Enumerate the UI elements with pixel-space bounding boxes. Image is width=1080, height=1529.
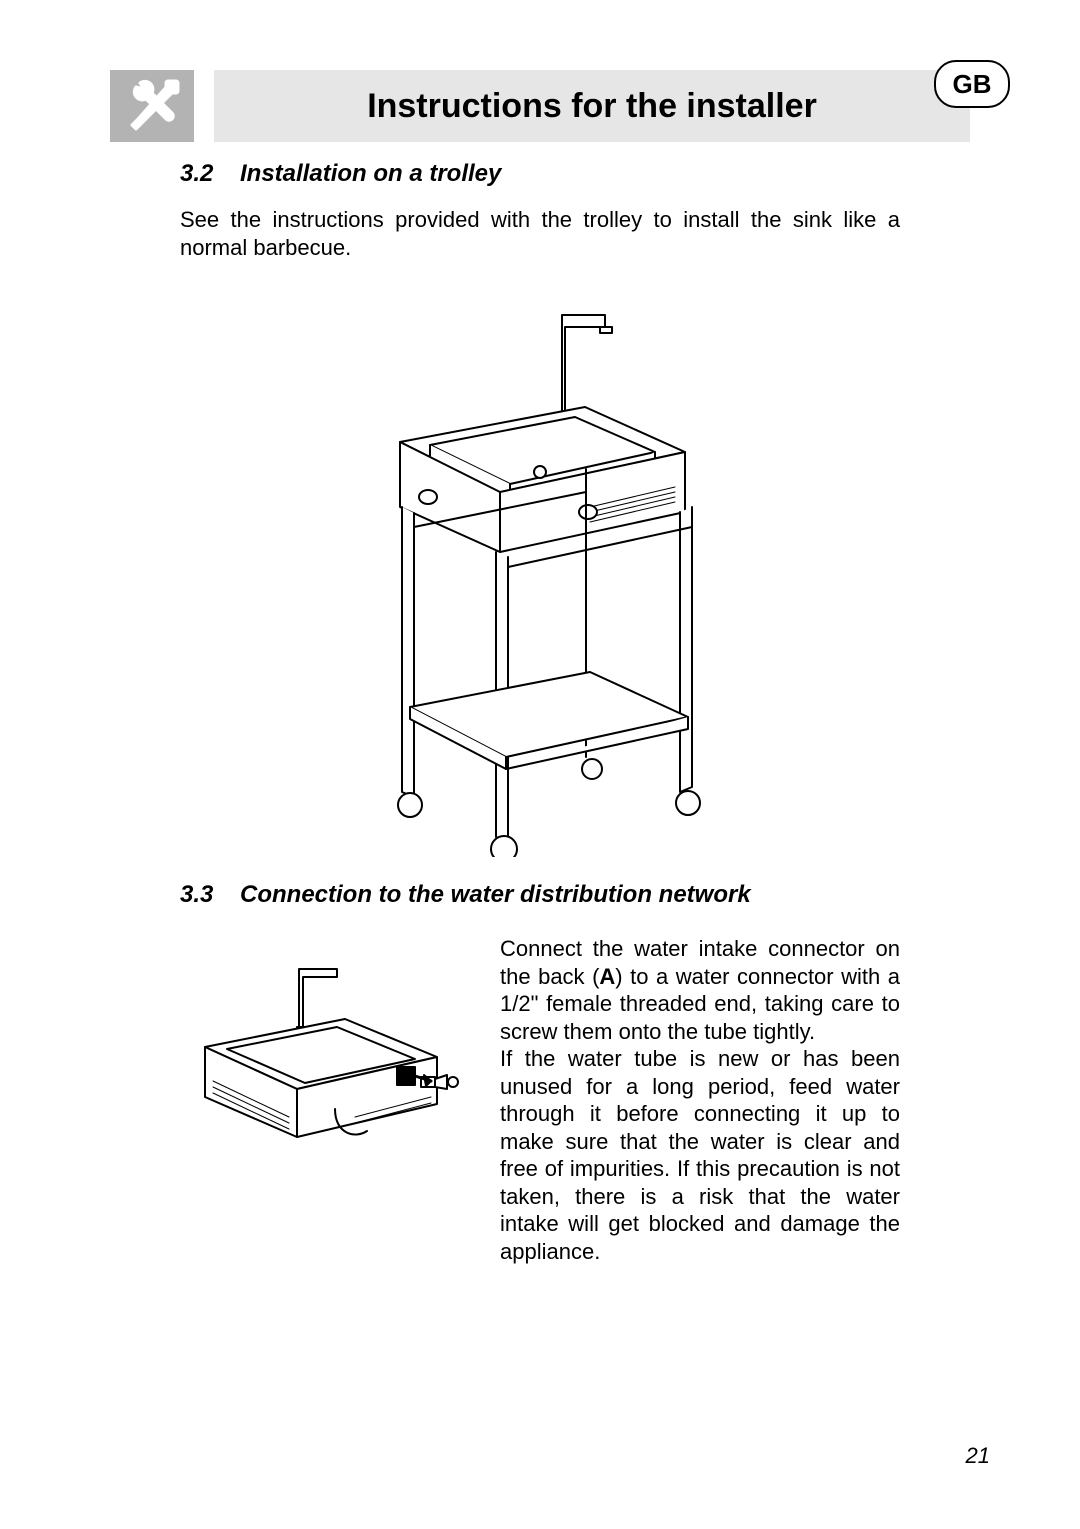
section-3-3-heading: 3.3Connection to the water distribution … xyxy=(180,881,900,909)
water-connection-figure: A xyxy=(180,935,470,1265)
section-3-3-body: Connect the water intake connector on th… xyxy=(500,935,900,1265)
document-page: Instructions for the installer GB 3.2Ins… xyxy=(0,0,1080,1529)
connector-label-a: A xyxy=(401,1069,411,1085)
trolley-figure xyxy=(180,287,900,857)
section-title: Connection to the water distribution net… xyxy=(240,881,751,908)
language-badge: GB xyxy=(934,60,1010,108)
para1-bold-A: A xyxy=(599,964,615,989)
page-number: 21 xyxy=(966,1443,990,1469)
para2: If the water tube is new or has been unu… xyxy=(500,1046,900,1264)
section-3-2-paragraph: See the instructions provided with the t… xyxy=(180,206,900,261)
page-title: Instructions for the installer xyxy=(214,70,970,142)
section-number: 3.2 xyxy=(180,160,240,188)
tools-icon xyxy=(110,70,194,142)
page-content: 3.2Installation on a trolley See the ins… xyxy=(180,160,900,1265)
page-header: Instructions for the installer xyxy=(110,70,970,142)
section-3-2-heading: 3.2Installation on a trolley xyxy=(180,160,900,188)
section-number: 3.3 xyxy=(180,881,240,909)
section-title: Installation on a trolley xyxy=(240,160,501,187)
